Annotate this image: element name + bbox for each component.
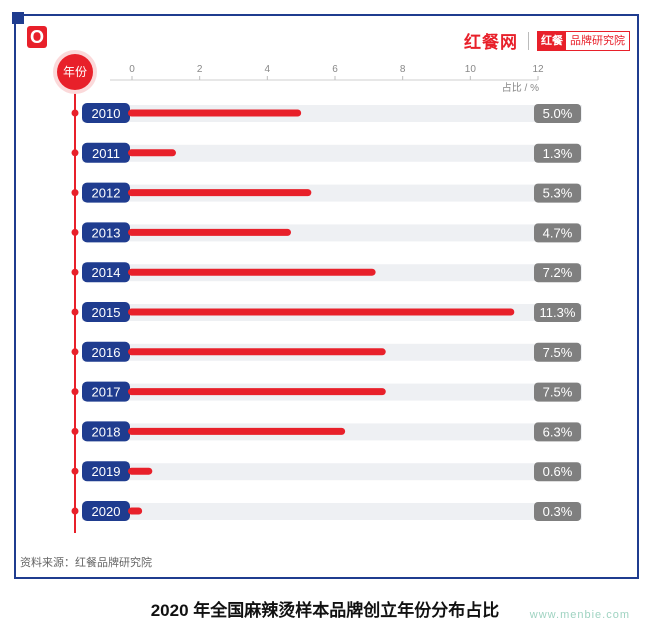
year-pill bbox=[82, 222, 130, 243]
source-note: 资料来源：红餐品牌研究院 bbox=[20, 557, 152, 569]
timeline-dot bbox=[71, 109, 79, 117]
value-label: 6.3% bbox=[543, 424, 573, 439]
y-axis-badge bbox=[57, 54, 93, 90]
value-pill bbox=[534, 263, 581, 283]
value-label: 5.3% bbox=[543, 186, 573, 201]
value-label: 11.3% bbox=[540, 305, 576, 320]
year-label: 2016 bbox=[92, 345, 121, 360]
value-label: 5.0% bbox=[543, 106, 573, 121]
bar bbox=[128, 388, 386, 396]
value-pill bbox=[534, 462, 581, 482]
value-pill bbox=[534, 183, 581, 203]
timeline-dot bbox=[71, 228, 79, 236]
year-pill bbox=[82, 341, 130, 362]
year-pill bbox=[82, 182, 130, 203]
timeline-dot bbox=[71, 348, 79, 356]
year-label: 2015 bbox=[92, 305, 121, 320]
x-axis-label: 占比 / % bbox=[502, 81, 539, 94]
value-pill bbox=[534, 382, 581, 402]
x-tick-label: 2 bbox=[197, 64, 203, 75]
year-pill bbox=[82, 262, 130, 283]
brand-divider bbox=[528, 31, 529, 50]
bar-track bbox=[82, 224, 582, 242]
x-tick-label: 8 bbox=[400, 64, 406, 75]
timeline-dot bbox=[71, 467, 79, 475]
year-label: 2012 bbox=[92, 186, 121, 201]
bar bbox=[128, 507, 143, 515]
x-tick-label: 6 bbox=[332, 64, 338, 75]
year-label: 2019 bbox=[92, 464, 121, 479]
y-axis-label: 年份 bbox=[63, 65, 87, 79]
corner-square bbox=[12, 12, 24, 24]
year-label: 2020 bbox=[92, 504, 121, 519]
year-pill bbox=[82, 103, 130, 123]
bar bbox=[128, 189, 312, 197]
value-pill bbox=[534, 104, 581, 123]
value-label: 0.3% bbox=[543, 504, 573, 519]
year-pill bbox=[82, 421, 130, 442]
brand-badge: 红餐 品牌研究院 bbox=[537, 30, 630, 51]
bar-track bbox=[82, 184, 582, 202]
page-title: 2020 年全国麻辣烫样本品牌创立年份分布占比 bbox=[150, 601, 500, 620]
timeline-dot bbox=[71, 308, 79, 316]
bar bbox=[128, 149, 176, 157]
year-label: 2017 bbox=[92, 385, 121, 400]
year-label: 2010 bbox=[92, 106, 121, 121]
year-label: 2014 bbox=[92, 265, 121, 280]
timeline-dot bbox=[71, 388, 79, 396]
year-pill bbox=[82, 381, 130, 402]
value-label: 7.5% bbox=[543, 345, 573, 360]
bar bbox=[128, 427, 346, 435]
bar-track bbox=[82, 463, 582, 481]
value-label: 0.6% bbox=[543, 464, 573, 479]
brand-badge-red: 红餐 bbox=[538, 31, 566, 50]
site-watermark: www.menbie.com bbox=[529, 609, 630, 621]
timeline-dot bbox=[71, 507, 79, 515]
x-tick-label: 0 bbox=[129, 64, 135, 75]
value-label: 1.3% bbox=[543, 146, 573, 161]
value-label: 7.5% bbox=[543, 385, 573, 400]
bar bbox=[128, 228, 292, 236]
x-tick-label: 4 bbox=[265, 64, 271, 75]
bar bbox=[128, 467, 153, 475]
x-tick-label: 12 bbox=[532, 64, 544, 75]
value-pill bbox=[534, 223, 581, 243]
year-pill bbox=[82, 461, 130, 482]
brand-header: 红餐网 红餐 品牌研究院 bbox=[464, 28, 630, 53]
year-label: 2013 bbox=[92, 225, 121, 240]
value-pill bbox=[534, 422, 581, 442]
bar bbox=[128, 109, 302, 117]
value-pill bbox=[534, 342, 581, 362]
bar bbox=[128, 268, 376, 276]
timeline-dot bbox=[71, 189, 79, 197]
bar-track bbox=[82, 144, 582, 162]
bar-track bbox=[82, 503, 582, 520]
value-pill bbox=[534, 502, 581, 521]
timeline-dot bbox=[71, 149, 79, 157]
bar bbox=[128, 348, 386, 356]
value-pill bbox=[534, 143, 581, 163]
brand-name: 红餐网 bbox=[464, 33, 518, 52]
year-pill bbox=[82, 302, 130, 322]
x-tick-label: 10 bbox=[465, 64, 477, 75]
logo-icon: O bbox=[27, 26, 47, 48]
year-label: 2011 bbox=[92, 146, 120, 161]
year-pill bbox=[82, 501, 130, 521]
value-label: 7.2% bbox=[543, 265, 573, 280]
timeline-dot bbox=[71, 427, 79, 435]
value-label: 4.7% bbox=[543, 225, 573, 240]
timeline-dot bbox=[71, 268, 79, 276]
bar bbox=[128, 308, 515, 316]
brand-badge-text: 品牌研究院 bbox=[570, 34, 625, 47]
bar-track bbox=[82, 105, 582, 122]
value-pill bbox=[534, 303, 581, 322]
year-label: 2018 bbox=[92, 424, 121, 439]
year-pill bbox=[82, 142, 130, 163]
